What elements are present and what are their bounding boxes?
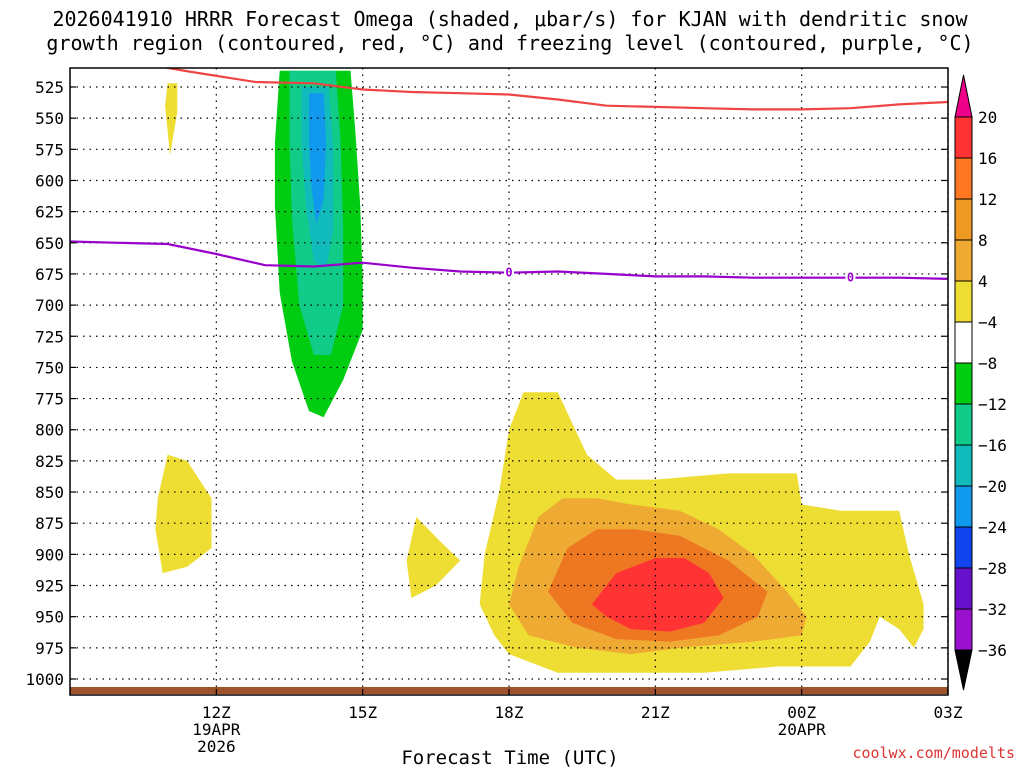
- y-tick-label: 650: [35, 234, 64, 253]
- colorbar-label: −20: [978, 477, 1007, 496]
- omega-region-up-4-b: [155, 454, 212, 574]
- y-tick-label: 575: [35, 140, 64, 159]
- colorbar-label: 16: [978, 149, 997, 168]
- colorbar-label: 8: [978, 231, 988, 250]
- omega-region-up-16: [591, 558, 724, 632]
- colorbar-swatch: [954, 362, 973, 405]
- x-axis-label: Forecast Time (UTC): [401, 747, 618, 768]
- x-tick-label: 15Z: [348, 703, 377, 722]
- colorbar-swatch: [954, 485, 973, 528]
- colorbar-swatch: [954, 239, 973, 282]
- contour-label-bg: [504, 264, 514, 278]
- y-tick-label: 550: [35, 109, 64, 128]
- contour-label: 0: [847, 271, 854, 285]
- omega-region-down-16: [309, 93, 327, 225]
- colorbar-swatch: [954, 280, 973, 323]
- y-tick-label: 825: [35, 452, 64, 471]
- y-tick-label: 525: [35, 78, 64, 97]
- x-tick-label: 21Z: [641, 703, 670, 722]
- y-tick-label: 1000: [25, 670, 64, 689]
- x-tick-label: 18Z: [495, 703, 524, 722]
- credit-text: coolwx.com/modelts: [852, 744, 1015, 762]
- colorbar-label: −36: [978, 641, 1007, 660]
- colorbar-label: −12: [978, 395, 1007, 414]
- y-tick-label: 950: [35, 608, 64, 627]
- contour-label: 0: [505, 266, 512, 280]
- y-tick-label: 675: [35, 265, 64, 284]
- colorbar-swatch: [954, 567, 973, 610]
- contour-label-bg: [845, 269, 856, 283]
- colorbar-swatch: [954, 526, 973, 569]
- omega-region-up-4-a: [165, 83, 178, 156]
- y-tick-label: 750: [35, 358, 64, 377]
- colorbar-label: −24: [978, 518, 1007, 537]
- colorbar-top-arrow: [954, 74, 973, 118]
- colorbar-swatch: [954, 157, 973, 200]
- y-tick-label: 850: [35, 483, 64, 502]
- y-tick-label: 800: [35, 421, 64, 440]
- colorbar-swatch: [954, 321, 973, 364]
- y-tick-label: 625: [35, 203, 64, 222]
- omega-shading: [155, 70, 924, 673]
- colorbar-label: −4: [978, 313, 997, 332]
- chart-title-line1: 2026041910 HRRR Forecast Omega (shaded, …: [52, 7, 968, 31]
- colorbar-bottom-arrow: [954, 649, 973, 691]
- x-tick-label: 00Z: [787, 703, 816, 722]
- y-tick-label: 775: [35, 390, 64, 409]
- chart-title-line2: growth region (contoured, red, °C) and f…: [46, 31, 973, 55]
- colorbar-label: −28: [978, 559, 1007, 578]
- colorbar-swatch: [954, 608, 973, 651]
- colorbar-swatch: [954, 444, 973, 487]
- colorbar-label: 12: [978, 190, 997, 209]
- series-line-dendritic_growth_region: [161, 68, 948, 111]
- colorbar-label: 4: [978, 272, 988, 291]
- y-tick-label: 725: [35, 327, 64, 346]
- y-tick-label: 600: [35, 171, 64, 190]
- colorbar-swatch: [954, 116, 973, 159]
- colorbar: 20 16 12 8 4 −4 −8 −12 −16 −20 −24 −28 −32 −36: [954, 74, 1007, 691]
- colorbar-label: −32: [978, 600, 1007, 619]
- colorbar-label: −8: [978, 354, 997, 373]
- x-tick-label: 03Z: [934, 703, 963, 722]
- series-line-freezing_level: [70, 240, 948, 281]
- x-tick-label: 2026: [197, 737, 236, 756]
- y-tick-label: 875: [35, 514, 64, 533]
- x-tick-label: 20APR: [778, 720, 827, 739]
- y-axis-ticks: 525 550 575 600 625 650 675 700 725 750 775 800 825 8…: [25, 78, 948, 689]
- x-tick-label: 12Z: [202, 703, 231, 722]
- y-tick-label: 925: [35, 577, 64, 596]
- colorbar-label: −16: [978, 436, 1007, 455]
- y-tick-label: 975: [35, 639, 64, 658]
- colorbar-swatch: [954, 403, 973, 446]
- y-tick-label: 900: [35, 545, 64, 564]
- omega-region-up-4-c: [406, 517, 461, 598]
- colorbar-label: 20: [978, 108, 997, 127]
- x-tick-label: 19APR: [192, 720, 241, 739]
- colorbar-swatch: [954, 198, 973, 241]
- y-tick-label: 700: [35, 296, 64, 315]
